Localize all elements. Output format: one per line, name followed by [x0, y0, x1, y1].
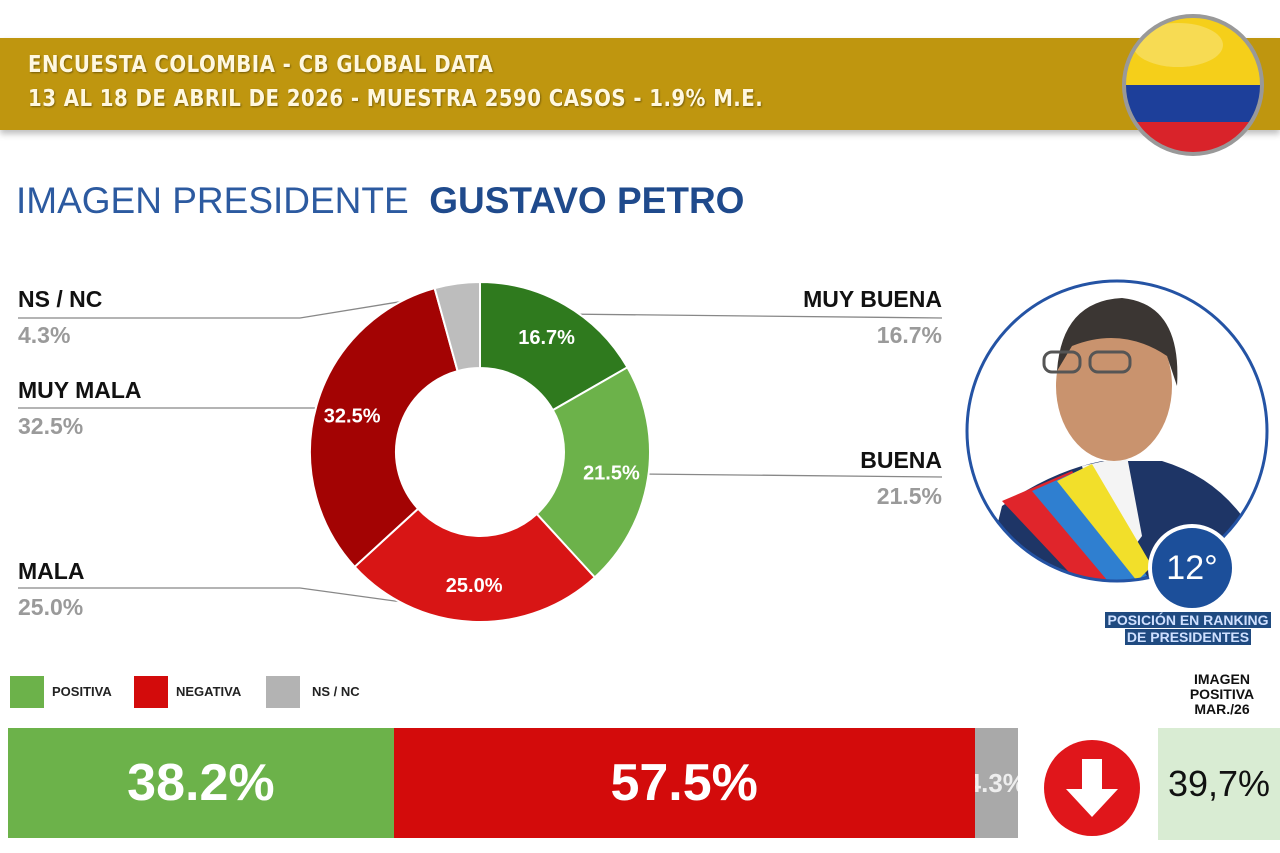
ranking-caption: POSICIÓN EN RANKING DE PRESIDENTES — [1096, 612, 1280, 646]
header-banner: ENCUESTA COLOMBIA - CB GLOBAL DATA 13 AL… — [0, 38, 1280, 130]
survey-details: 13 AL 18 DE ABRIL DE 2026 - MUESTRA 2590… — [28, 86, 764, 112]
value-muy-buena: 16.7% — [876, 322, 942, 348]
bar-segment-negativa: 57.5% — [393, 728, 975, 838]
donut-chart: 16.7% 21.5% 25.0% 32.5% — [18, 280, 943, 623]
president-name: GUSTAVO PETRO — [429, 180, 745, 221]
legend-ns-nc: NS / NC — [312, 684, 360, 699]
ranking-badge: 12° — [1148, 524, 1236, 612]
arrow-down-icon — [1044, 740, 1140, 836]
title-prefix: IMAGEN PRESIDENTE — [16, 180, 409, 221]
colombia-flag-icon — [1122, 14, 1264, 156]
value-muy-mala: 32.5% — [18, 413, 84, 439]
value-buena: 21.5% — [876, 483, 942, 509]
donut-label: 32.5% — [324, 405, 381, 427]
donut-label: 16.7% — [518, 327, 575, 349]
label-mala: MALA — [18, 558, 85, 584]
label-muy-mala: MUY MALA — [18, 377, 142, 403]
donut-slice-muy-mala — [309, 286, 459, 569]
label-muy-buena: MUY BUENA — [803, 286, 942, 312]
ranking-caption-line2: DE PRESIDENTES — [1124, 629, 1252, 645]
bar-segment-ns-nc: 4.3% — [974, 728, 1018, 838]
legend-swatch-negativa — [134, 676, 168, 708]
page-title: IMAGEN PRESIDENTE GUSTAVO PETRO — [16, 180, 744, 222]
legend-swatch-positiva — [10, 676, 44, 708]
value-ns-nc: 4.3% — [18, 322, 71, 348]
leader-muy-buena — [559, 313, 943, 319]
label-ns-nc: NS / NC — [18, 286, 103, 312]
previous-label: IMAGEN POSITIVA MAR./26 — [1162, 672, 1280, 717]
donut-slice-buena — [535, 365, 651, 579]
leader-buena — [639, 473, 943, 478]
bar-segment-positiva: 38.2% — [8, 728, 394, 838]
value-mala: 25.0% — [18, 594, 84, 620]
survey-title: ENCUESTA COLOMBIA - CB GLOBAL DATA — [28, 52, 494, 78]
donut-slice-ns-nc — [433, 280, 481, 373]
legend-positiva: POSITIVA — [52, 684, 112, 699]
previous-label-line2: POSITIVA — [1189, 686, 1255, 702]
donut-label: 21.5% — [583, 462, 640, 484]
previous-label-line1: IMAGEN — [1194, 671, 1250, 687]
ranking-caption-line1: POSICIÓN EN RANKING — [1105, 612, 1271, 628]
label-buena: BUENA — [860, 447, 942, 473]
previous-value: 39,7% — [1158, 728, 1280, 840]
donut-slice-mala — [353, 507, 597, 623]
legend-negativa: NEGATIVA — [176, 684, 242, 699]
president-portrait — [965, 279, 1269, 583]
donut-slice-muy-buena — [479, 280, 629, 412]
previous-label-line3: MAR./26 — [1194, 701, 1250, 717]
donut-label: 25.0% — [446, 575, 503, 597]
legend-swatch-ns-nc — [266, 676, 300, 708]
